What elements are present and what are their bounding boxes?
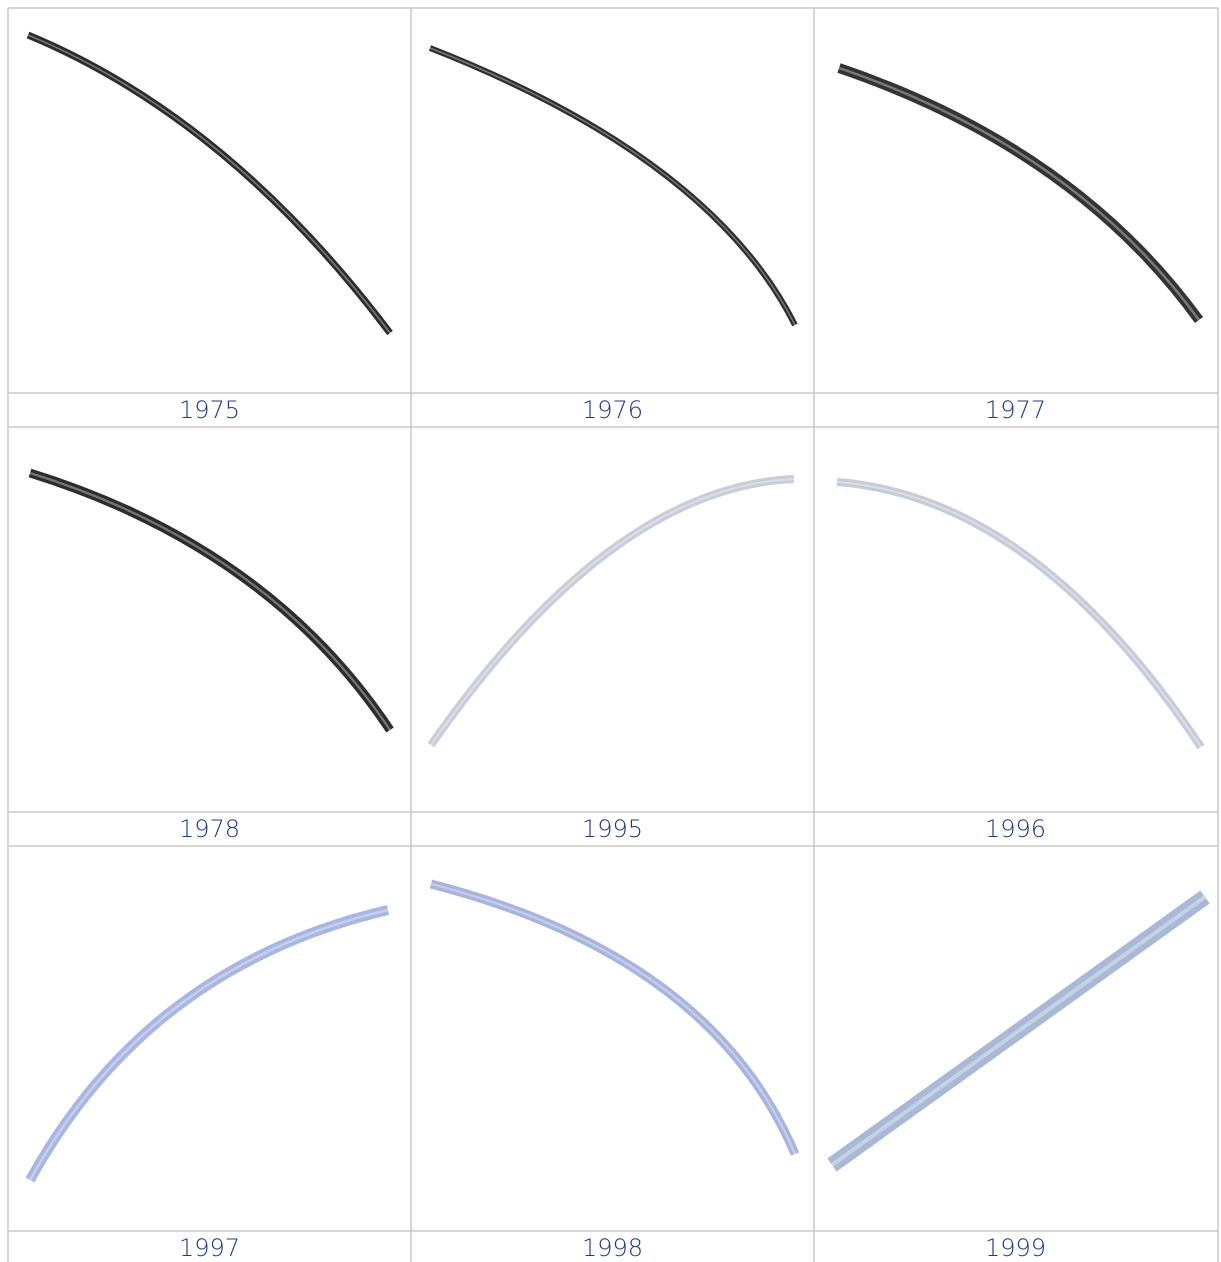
year-label: 1975: [179, 396, 240, 424]
product-highlight: [838, 66, 1201, 321]
product-image: [836, 478, 1205, 750]
product-image: [429, 879, 800, 1156]
product-image: [25, 905, 390, 1183]
year-label: 1998: [582, 1234, 643, 1262]
product-cell: [428, 45, 798, 327]
product-cell: [836, 478, 1205, 750]
product-highlight: [430, 882, 797, 1155]
product-cell: [25, 905, 390, 1183]
product-image: [428, 45, 798, 327]
year-label: 1995: [582, 815, 643, 843]
product-image: [26, 31, 393, 336]
product-cell: [429, 879, 800, 1156]
product-highlight: [430, 478, 795, 746]
product-highlight: [830, 895, 1207, 1167]
product-cell: [28, 468, 394, 733]
product-highlight: [28, 908, 389, 1181]
product-cell: [427, 475, 795, 748]
product-highlight: [29, 471, 391, 731]
year-label: 1996: [985, 815, 1046, 843]
year-label: 1997: [179, 1234, 240, 1262]
product-image: [837, 63, 1204, 323]
product-highlight: [836, 481, 1202, 748]
product-cell: [26, 31, 393, 336]
year-label: 1977: [985, 396, 1046, 424]
product-cell: [827, 890, 1210, 1172]
grid-rules: [7, 7, 1219, 1262]
product-highlight: [429, 47, 796, 326]
year-label: 1978: [179, 815, 240, 843]
year-label: 1999: [985, 1234, 1046, 1262]
product-image: [827, 890, 1210, 1172]
product-image: [28, 468, 394, 733]
product-highlight: [27, 34, 391, 334]
product-cell: [837, 63, 1204, 323]
year-label: 1976: [582, 396, 643, 424]
product-image: [427, 475, 795, 748]
